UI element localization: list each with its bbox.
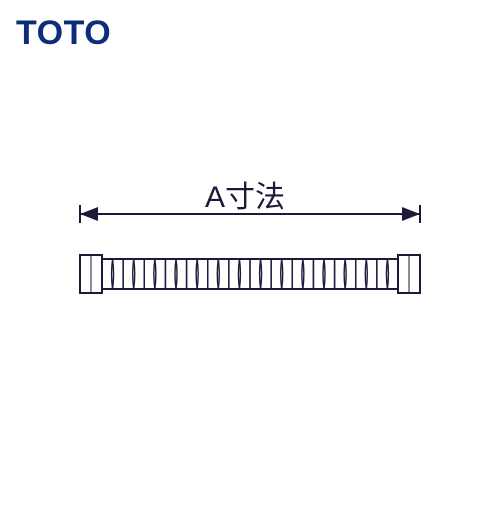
diagram-svg xyxy=(0,0,500,500)
dimension-a-label: A寸法 xyxy=(205,172,285,216)
technical-diagram: A寸法 xyxy=(0,0,500,500)
